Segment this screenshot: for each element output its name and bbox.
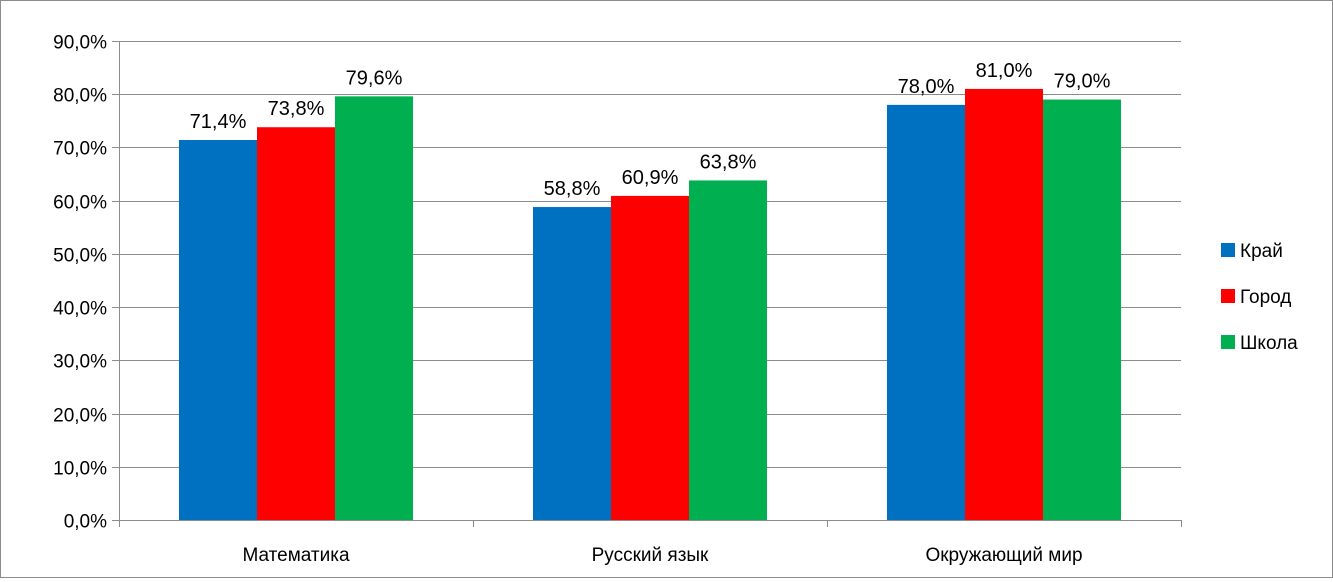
legend-label: Край (1240, 241, 1283, 262)
y-tick-label: 10,0% (53, 459, 107, 480)
legend-swatch (1221, 289, 1235, 303)
legend-label: Город (1240, 287, 1291, 308)
bar-Город-Русский язык (611, 196, 689, 520)
bar-Край-Окружающий мир (887, 105, 965, 520)
data-label: 73,8% (268, 98, 325, 120)
x-category-label: Русский язык (592, 545, 709, 566)
y-tick-label: 80,0% (53, 86, 107, 107)
data-label: 71,4% (190, 111, 247, 133)
y-tick-label: 90,0% (53, 33, 107, 54)
data-label: 79,6% (346, 67, 403, 89)
y-axis: 0,0% 10,0% 20,0% 30,0% 40,0% 50,0% 60,0% 70,0% 8… (53, 33, 119, 533)
data-label: 78,0% (898, 76, 955, 98)
y-tick-label: 50,0% (53, 246, 107, 267)
data-label: 58,8% (544, 178, 601, 200)
bar-Школа-Окружающий мир (1043, 100, 1121, 520)
x-category-label: Математика (242, 545, 350, 566)
y-tick-label: 30,0% (53, 352, 107, 373)
data-label: 79,0% (1054, 71, 1111, 93)
legend-label: Школа (1240, 333, 1298, 354)
bar-Школа-Русский язык (689, 180, 767, 520)
data-label: 63,8% (700, 151, 757, 173)
bars (179, 89, 1121, 520)
y-tick-label: 70,0% (53, 139, 107, 160)
x-category-label: Окружающий мир (925, 545, 1082, 566)
y-tick-label: 60,0% (53, 193, 107, 214)
bar-Школа-Математика (335, 96, 413, 520)
bar-Край-Русский язык (533, 207, 611, 520)
legend: Край Город Школа (1221, 241, 1298, 354)
y-tick-label: 0,0% (64, 512, 107, 533)
legend-swatch (1221, 243, 1235, 257)
data-label: 60,9% (622, 167, 679, 189)
bar-Край-Математика (179, 140, 257, 520)
x-axis: Математика Русский язык Окружающий мир (119, 520, 1182, 566)
bar-Город-Окружающий мир (965, 89, 1043, 520)
y-tick-label: 20,0% (53, 406, 107, 427)
bar-Город-Математика (257, 127, 335, 520)
data-label: 81,0% (976, 60, 1033, 82)
y-tick-label: 40,0% (53, 299, 107, 320)
legend-swatch (1221, 335, 1235, 349)
